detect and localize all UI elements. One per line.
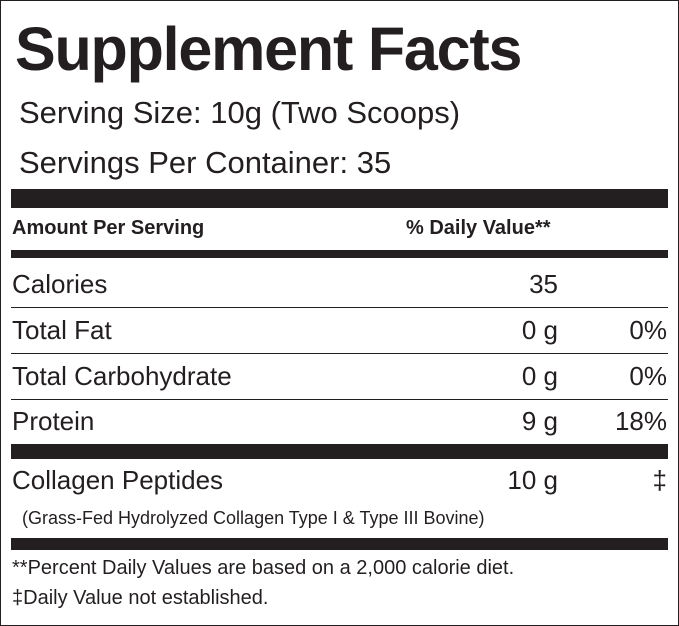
footnote-percent-daily-values: **Percent Daily Values are based on a 2,… [12,557,515,579]
thick-divider-bottom [11,538,668,550]
panel-title: Supplement Facts [15,15,522,83]
header-daily-value: % Daily Value** [406,217,551,239]
ingredient-dv-collagen-peptides: ‡ [652,465,667,495]
nutrient-name-protein: Protein [12,406,95,436]
servings-per-container: Servings Per Container: 35 [19,145,392,180]
row-divider [11,399,668,400]
ingredient-source-note: (Grass-Fed Hydrolyzed Collagen Type I & … [22,508,485,528]
nutrient-name-total-carbohydrate: Total Carbohydrate [12,361,232,391]
footnote-daily-value-not-established: ‡Daily Value not established. [12,587,269,609]
nutrient-dv-protein: 18% [614,406,667,436]
ingredient-name-collagen-peptides: Collagen Peptides [12,465,224,495]
nutrient-dv-total-fat: 0% [629,315,667,345]
ingredient-amount-collagen-peptides: 10 g [507,465,558,495]
nutrient-dv-total-carbohydrate: 0% [629,361,667,391]
medium-divider [11,250,668,258]
nutrient-name-total-fat: Total Fat [12,315,112,345]
nutrient-amount-total-carbohydrate: 0 g [521,361,558,391]
nutrient-amount-total-fat: 0 g [521,315,558,345]
thick-divider-top [11,189,668,208]
serving-size: Serving Size: 10g (Two Scoops) [19,95,461,130]
nutrient-amount-calories: 35 [529,269,558,299]
nutrient-amount-protein: 9 g [521,406,558,436]
row-divider [11,353,668,354]
nutrient-name-calories: Calories [12,269,108,299]
thick-divider-middle [11,444,668,459]
row-divider [11,307,668,308]
header-amount-per-serving: Amount Per Serving [12,217,205,239]
